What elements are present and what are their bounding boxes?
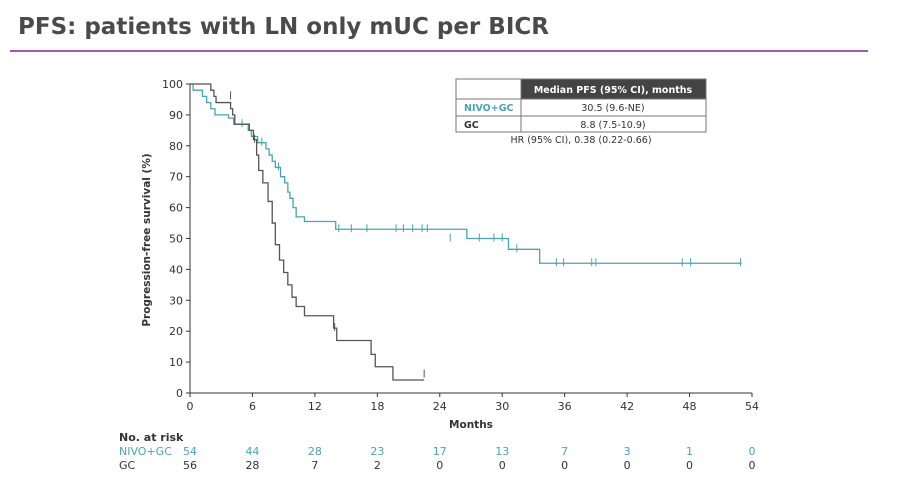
y-tick-label: 30 bbox=[169, 294, 183, 307]
y-tick-label: 80 bbox=[169, 140, 183, 153]
risk-value: 7 bbox=[561, 445, 568, 458]
risk-value: 7 bbox=[311, 459, 318, 472]
x-tick-label: 30 bbox=[495, 400, 509, 413]
risk-value: 28 bbox=[245, 459, 259, 472]
risk-value: 56 bbox=[183, 459, 197, 472]
x-tick-label: 18 bbox=[370, 400, 384, 413]
y-tick-label: 100 bbox=[162, 78, 183, 91]
risk-table: No. at risk NIVO+GC GC 54 44 28 23 17 13 7 3 1 05… bbox=[119, 431, 756, 472]
x-tick-label: 12 bbox=[308, 400, 322, 413]
km-curve-gc bbox=[190, 83, 425, 381]
hazard-ratio-text: HR (95% CI), 0.38 (0.22-0.66) bbox=[510, 135, 651, 146]
x-tick-label: 36 bbox=[558, 400, 572, 413]
y-tick-label: 90 bbox=[169, 109, 183, 122]
risk-value: 0 bbox=[561, 459, 568, 472]
table-row-value-nivo: 30.5 (9.6-NE) bbox=[581, 103, 644, 114]
x-tick-label: 0 bbox=[187, 400, 194, 413]
risk-value: 23 bbox=[370, 445, 384, 458]
x-tick-label: 54 bbox=[745, 400, 759, 413]
table-row-value-gc: 8.8 (7.5-10.9) bbox=[580, 120, 645, 131]
risk-value: 17 bbox=[433, 445, 447, 458]
y-tick-label: 50 bbox=[169, 233, 183, 246]
y-tick-label: 20 bbox=[169, 325, 183, 338]
risk-row-label-gc: GC bbox=[119, 459, 136, 472]
risk-row-label-nivo: NIVO+GC bbox=[119, 445, 172, 458]
y-axis-label: Progression-free survival (%) bbox=[141, 153, 153, 326]
x-axis-label: Months bbox=[449, 419, 493, 431]
table-body-border bbox=[455, 78, 707, 133]
x-ticks: 0 6 12 18 24 30 36 42 48 54 bbox=[187, 393, 759, 413]
y-tick-label: 40 bbox=[169, 263, 183, 276]
median-pfs-table: Median PFS (95% CI), months NIVO+GC 30.5… bbox=[455, 78, 707, 146]
risk-value: 0 bbox=[436, 459, 443, 472]
x-tick-label: 24 bbox=[433, 400, 447, 413]
x-tick-label: 6 bbox=[249, 400, 256, 413]
risk-value: 28 bbox=[308, 445, 322, 458]
y-ticks: 0 10 20 30 40 50 60 70 80 90 100 bbox=[162, 78, 190, 400]
y-tick-label: 60 bbox=[169, 202, 183, 215]
risk-value: 54 bbox=[183, 445, 197, 458]
risk-value: 13 bbox=[495, 445, 509, 458]
y-tick-label: 70 bbox=[169, 171, 183, 184]
x-tick-label: 42 bbox=[620, 400, 634, 413]
risk-values: 54 44 28 23 17 13 7 3 1 056 28 7 2 0 0 0 0 0 0 bbox=[183, 445, 756, 472]
risk-value: 0 bbox=[749, 459, 756, 472]
slide-title: PFS: patients with LN only mUC per BICR bbox=[18, 14, 549, 40]
risk-value: 0 bbox=[499, 459, 506, 472]
table-header-bg bbox=[521, 79, 706, 99]
risk-value: 2 bbox=[374, 459, 381, 472]
risk-value: 0 bbox=[624, 459, 631, 472]
table-row-label-gc: GC bbox=[464, 120, 479, 131]
table-row-label-nivo: NIVO+GC bbox=[464, 103, 514, 114]
table-header: Median PFS (95% CI), months bbox=[534, 85, 693, 96]
risk-value: 0 bbox=[686, 459, 693, 472]
title-divider bbox=[10, 50, 868, 52]
curves bbox=[190, 83, 742, 381]
risk-value: 0 bbox=[749, 445, 756, 458]
risk-value: 3 bbox=[624, 445, 631, 458]
y-tick-label: 10 bbox=[169, 356, 183, 369]
risk-value: 44 bbox=[245, 445, 259, 458]
y-tick-label: 0 bbox=[176, 387, 183, 400]
risk-table-title: No. at risk bbox=[119, 431, 184, 444]
km-curve-nivo-gc bbox=[190, 83, 742, 264]
top-strip bbox=[0, 0, 900, 8]
x-tick-label: 48 bbox=[683, 400, 697, 413]
risk-value: 1 bbox=[686, 445, 693, 458]
